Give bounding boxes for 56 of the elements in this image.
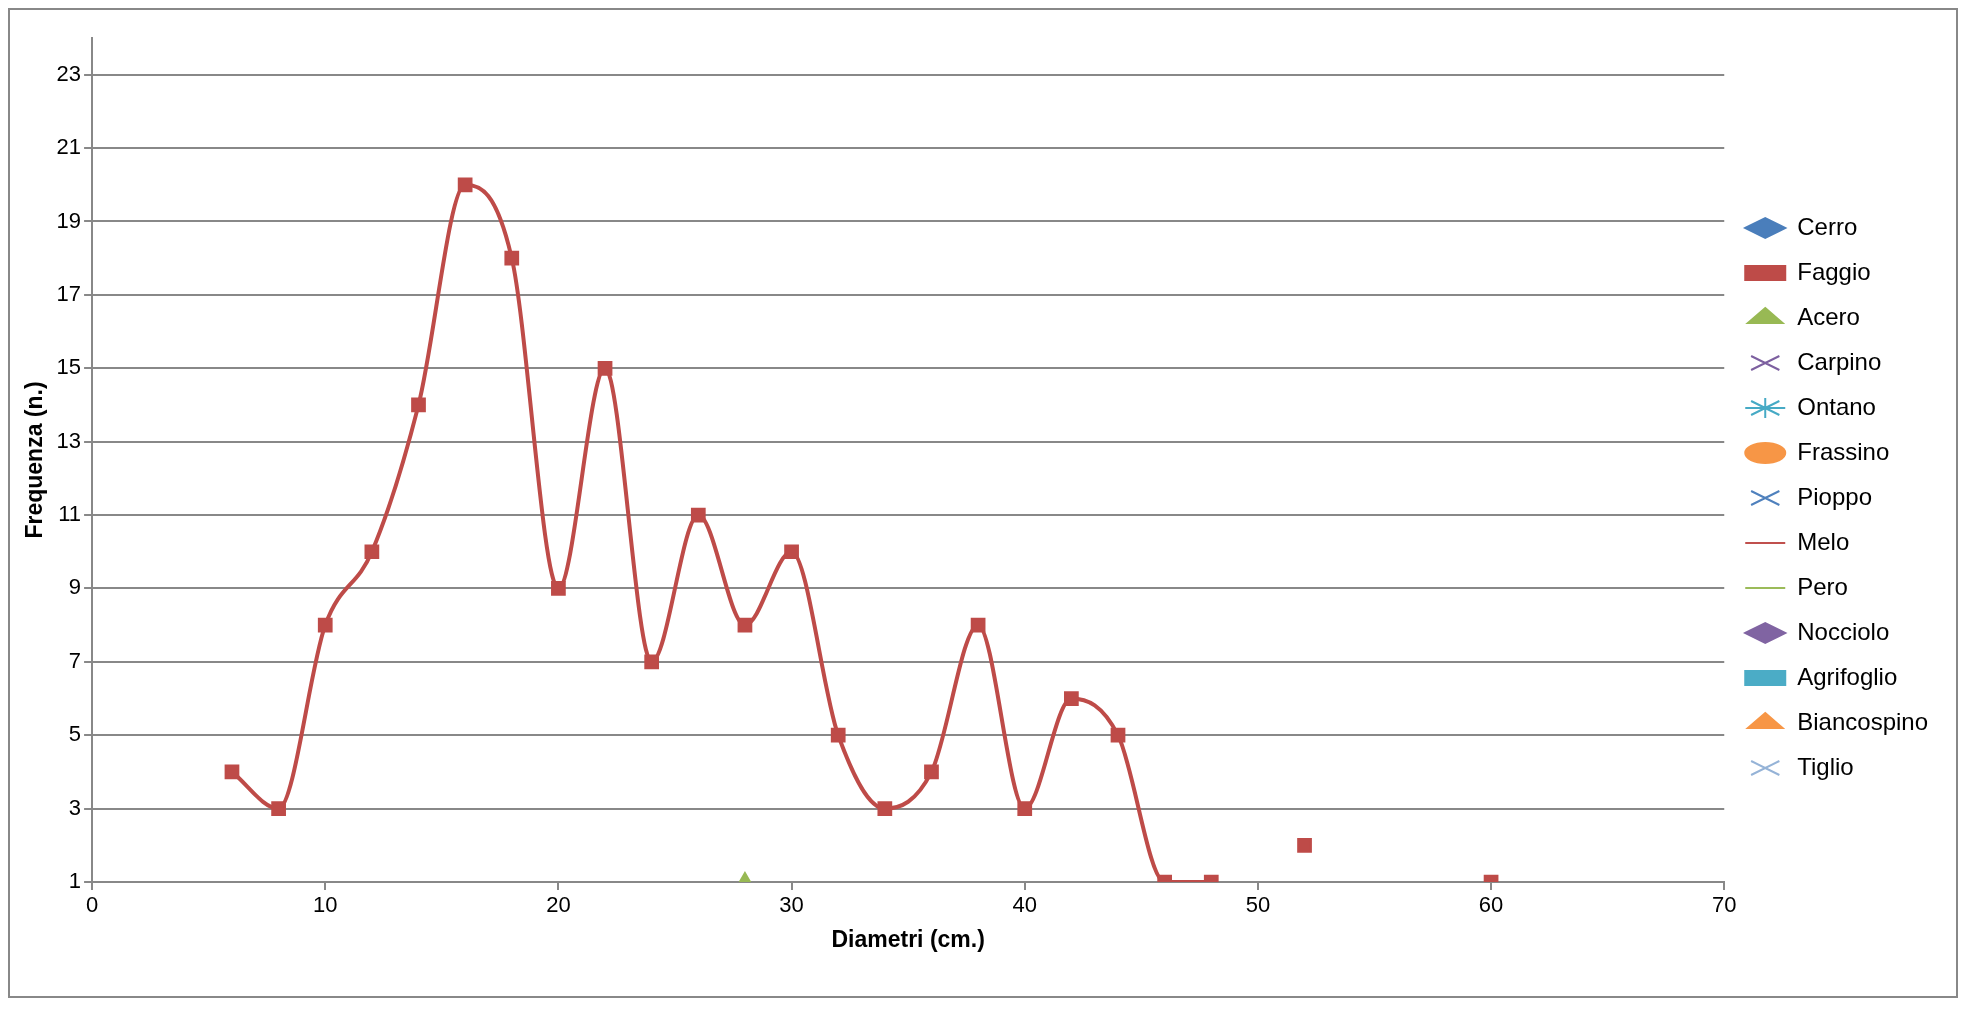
- y-tick-label: 15: [56, 354, 82, 380]
- point: [1297, 837, 1312, 853]
- legend-label: Acero: [1797, 302, 1860, 330]
- point: [690, 507, 706, 523]
- point: [224, 764, 240, 780]
- point: [364, 544, 380, 560]
- point: [737, 617, 753, 633]
- point: [597, 360, 613, 376]
- point: [1017, 801, 1033, 816]
- point: [1110, 727, 1126, 743]
- x-tick-label: 70: [1712, 892, 1737, 918]
- point: [644, 654, 660, 670]
- legend-label: Carpino: [1797, 347, 1882, 375]
- y-tick-label: 17: [56, 280, 82, 306]
- point: [784, 544, 799, 560]
- x-tick-label: 10: [313, 892, 338, 918]
- x-tick-label: 40: [1012, 892, 1037, 918]
- legend-label: Cerro: [1797, 212, 1858, 240]
- point: [457, 177, 473, 193]
- y-tick-label: 23: [56, 60, 82, 86]
- point: [1064, 691, 1079, 706]
- y-axis-title: Frequenza (n.): [21, 381, 48, 539]
- x-axis-title: Diametri (cm.): [831, 925, 985, 952]
- y-tick-label: 11: [58, 501, 82, 527]
- legend-label: Agrifoglio: [1797, 662, 1898, 690]
- legend-label: Tiglio: [1797, 752, 1854, 780]
- x-tick-label: 50: [1245, 892, 1271, 918]
- point: [551, 581, 566, 596]
- point: [877, 801, 893, 816]
- point: [924, 764, 939, 780]
- legend-label: Nocciolo: [1797, 617, 1890, 645]
- y-tick-label: 9: [68, 574, 82, 600]
- x-tick-label: 20: [546, 892, 571, 918]
- y-tick-label: 21: [56, 134, 82, 160]
- legend-label: Pioppo: [1797, 482, 1872, 510]
- point: [970, 617, 986, 633]
- point: [504, 250, 520, 266]
- x-tick-label: 0: [85, 892, 99, 918]
- y-tick-label: 1: [68, 868, 82, 894]
- x-tick-label: 30: [779, 892, 804, 918]
- legend-label: Pero: [1797, 572, 1848, 600]
- legend-label: Ontano: [1797, 392, 1876, 420]
- point: [317, 617, 333, 633]
- legend-label: Biancospino: [1797, 707, 1929, 735]
- y-tick-label: 5: [68, 721, 82, 747]
- point: [830, 727, 846, 743]
- legend-label: Frassino: [1797, 437, 1890, 465]
- point: [271, 801, 286, 816]
- point: [411, 397, 426, 413]
- y-tick-label: 19: [56, 207, 82, 233]
- y-tick-label: 3: [68, 794, 82, 820]
- legend-label: Melo: [1797, 527, 1850, 555]
- y-tick-label: 13: [56, 427, 82, 453]
- y-tick-label: 7: [68, 647, 82, 673]
- x-tick-label: 60: [1478, 892, 1504, 918]
- legend-label: Faggio: [1797, 257, 1871, 285]
